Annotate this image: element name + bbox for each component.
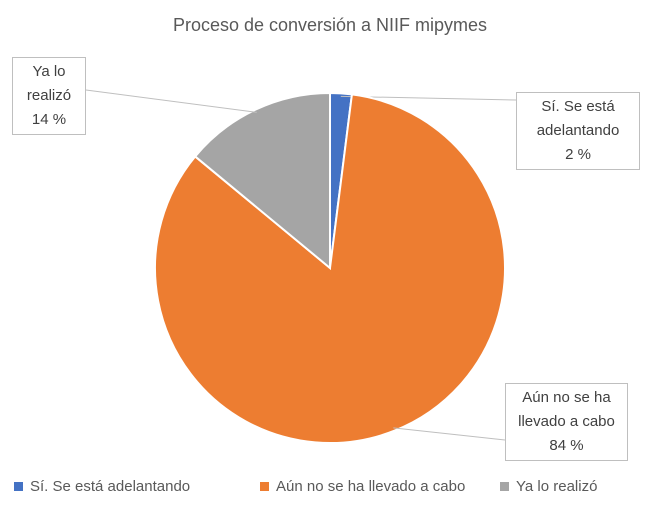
legend-label: Ya lo realizó	[516, 478, 597, 495]
data-label-value: 84 %	[549, 437, 584, 454]
data-label-value: 2 %	[565, 146, 591, 163]
data-label-category: Sí. Se está adelantando	[536, 98, 620, 139]
legend-swatch	[260, 482, 269, 491]
data-label: Aún no se ha llevado a cabo 84 %	[505, 383, 628, 461]
pie-slice	[193, 91, 331, 271]
data-label-category: Aún no se ha llevado a cabo	[518, 389, 615, 430]
legend-swatch	[500, 482, 509, 491]
legend-label: Aún no se ha llevado a cabo	[276, 478, 465, 495]
leader-line	[85, 89, 257, 113]
legend-swatch	[14, 482, 23, 491]
data-label-category: Ya lo realizó	[26, 63, 72, 104]
chart-title: Proceso de conversión a NIIF mipymes	[173, 15, 487, 35]
legend-label: Sí. Se está adelantando	[30, 478, 190, 495]
data-label: Ya lo realizó 14 %	[12, 57, 86, 135]
leader-line	[393, 427, 506, 441]
data-label-value: 14 %	[31, 111, 67, 128]
data-label: Sí. Se está adelantando 2 %	[516, 92, 640, 170]
